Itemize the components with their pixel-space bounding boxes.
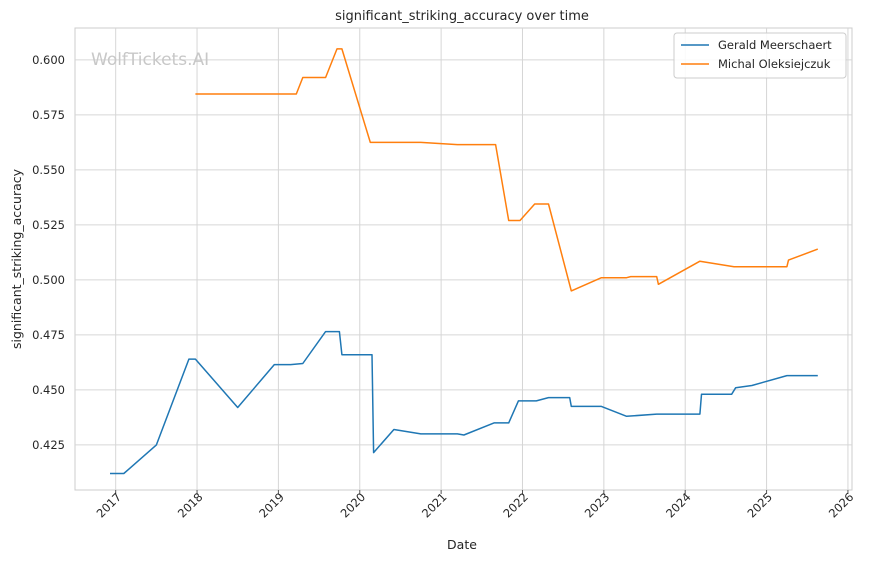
legend-label: Michal Oleksiejczuk [718,57,831,71]
x-tick-label: 2021 [419,490,450,521]
series-line-1 [110,330,818,475]
series-lines [110,48,819,475]
x-axis-label: Date [447,537,477,552]
x-tick-label: 2017 [94,490,125,521]
x-tick-label: 2022 [500,490,531,521]
watermark-text: WolfTickets.AI [91,50,209,70]
x-tick-label: 2025 [744,490,775,521]
chart-title: significant_striking_accuracy over time [335,9,589,24]
y-tick-label: 0.500 [32,273,65,287]
y-tick-label: 0.600 [32,53,65,67]
y-tick-label: 0.550 [32,163,65,177]
y-tick-label: 0.425 [32,438,65,452]
x-axis-ticks: 2017 2018 2019 2020 2021 2022 2023 2024 2025 2026 [94,490,857,521]
x-tick-label: 2026 [826,490,857,521]
x-tick-label: 2024 [663,490,694,521]
legend: Gerald Meerschaert Michal Oleksiejczuk [673,32,847,79]
legend-label: Gerald Meerschaert [718,38,832,52]
y-axis-ticks: 0.425 0.450 0.475 0.500 0.525 0.550 0.575 0.600 [32,53,65,452]
y-tick-label: 0.475 [32,328,65,342]
x-tick-label: 2020 [338,490,369,521]
y-axis-label: significant_striking_accuracy [9,168,24,349]
legend-box [673,32,847,79]
series-line-2 [195,48,819,292]
y-tick-label: 0.575 [32,108,65,122]
y-tick-label: 0.450 [32,383,65,397]
y-tick-label: 0.525 [32,218,65,232]
x-tick-label: 2019 [256,490,287,521]
plot-area [74,27,853,491]
x-tick-label: 2018 [175,490,206,521]
grid-lines [75,28,852,490]
x-tick-label: 2023 [582,490,613,521]
